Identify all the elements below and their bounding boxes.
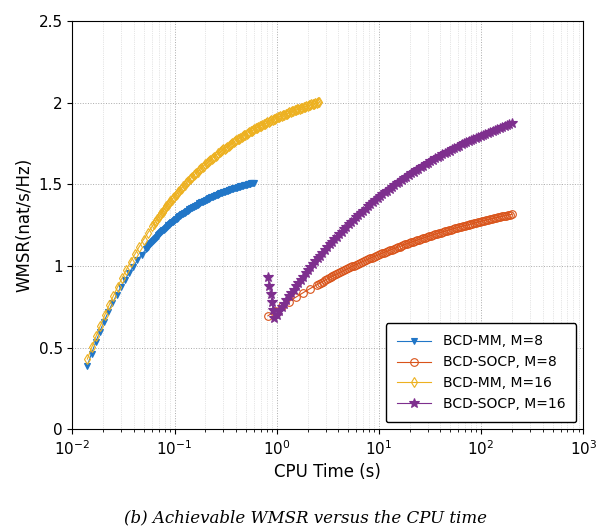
BCD-SOCP, M=16	[508, 120, 515, 127]
BCD-SOCP, M=8	[362, 257, 370, 263]
BCD-MM, M=16	[275, 114, 283, 120]
BCD-SOCP, M=16	[266, 282, 273, 289]
BCD-SOCP, M=8	[485, 216, 492, 223]
BCD-SOCP, M=8	[467, 221, 474, 227]
BCD-MM, M=8	[250, 180, 258, 186]
BCD-SOCP, M=8	[457, 224, 465, 230]
BCD-MM, M=16	[84, 356, 91, 362]
BCD-MM, M=16	[315, 99, 323, 105]
BCD-MM, M=16	[270, 116, 277, 122]
BCD-SOCP, M=16	[295, 280, 302, 286]
Line: BCD-MM, M=8: BCD-MM, M=8	[84, 180, 257, 369]
Line: BCD-MM, M=16: BCD-MM, M=16	[83, 98, 323, 363]
Text: (b) Achievable WMSR versus the CPU time: (b) Achievable WMSR versus the CPU time	[124, 510, 488, 527]
Y-axis label: WMSR(nat/s/Hz): WMSR(nat/s/Hz)	[15, 158, 33, 293]
Line: BCD-SOCP, M=16: BCD-SOCP, M=16	[263, 119, 517, 323]
BCD-MM, M=16	[237, 135, 244, 141]
BCD-SOCP, M=16	[441, 150, 449, 156]
BCD-MM, M=8	[242, 182, 250, 188]
BCD-MM, M=8	[176, 213, 183, 220]
BCD-SOCP, M=16	[369, 199, 376, 205]
X-axis label: CPU Time (s): CPU Time (s)	[274, 464, 381, 482]
BCD-MM, M=16	[302, 103, 310, 109]
BCD-SOCP, M=16	[264, 274, 272, 280]
Legend: BCD-MM, M=8, BCD-SOCP, M=8, BCD-MM, M=16, BCD-SOCP, M=16: BCD-MM, M=8, BCD-SOCP, M=8, BCD-MM, M=16…	[386, 323, 577, 422]
BCD-MM, M=8	[113, 292, 120, 298]
Line: BCD-SOCP, M=8: BCD-SOCP, M=8	[264, 211, 516, 319]
BCD-SOCP, M=16	[506, 121, 513, 128]
BCD-SOCP, M=16	[271, 315, 278, 322]
BCD-SOCP, M=16	[444, 148, 451, 155]
BCD-SOCP, M=8	[447, 227, 455, 233]
BCD-MM, M=8	[155, 231, 163, 237]
BCD-SOCP, M=8	[264, 313, 272, 319]
BCD-SOCP, M=8	[508, 211, 515, 218]
BCD-SOCP, M=8	[494, 214, 502, 221]
BCD-MM, M=16	[88, 344, 95, 351]
BCD-MM, M=8	[159, 227, 166, 233]
BCD-MM, M=8	[84, 363, 91, 369]
BCD-MM, M=8	[243, 182, 250, 188]
BCD-MM, M=16	[114, 284, 121, 290]
